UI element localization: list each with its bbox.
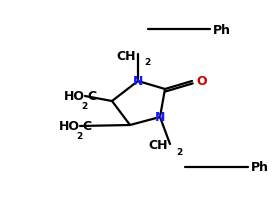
Text: HO: HO (59, 120, 80, 133)
Text: CH: CH (149, 139, 168, 152)
Text: CH: CH (117, 49, 136, 62)
Text: N: N (155, 111, 165, 124)
Text: 2: 2 (176, 147, 182, 156)
Text: C: C (87, 90, 96, 103)
Text: 2: 2 (81, 101, 87, 110)
Text: N: N (133, 75, 143, 88)
Text: HO: HO (64, 90, 85, 103)
Text: 2: 2 (76, 131, 82, 140)
Text: O: O (196, 75, 207, 88)
Text: 2: 2 (144, 58, 150, 67)
Text: Ph: Ph (251, 161, 269, 174)
Text: Ph: Ph (213, 23, 231, 36)
Text: C: C (82, 120, 91, 133)
